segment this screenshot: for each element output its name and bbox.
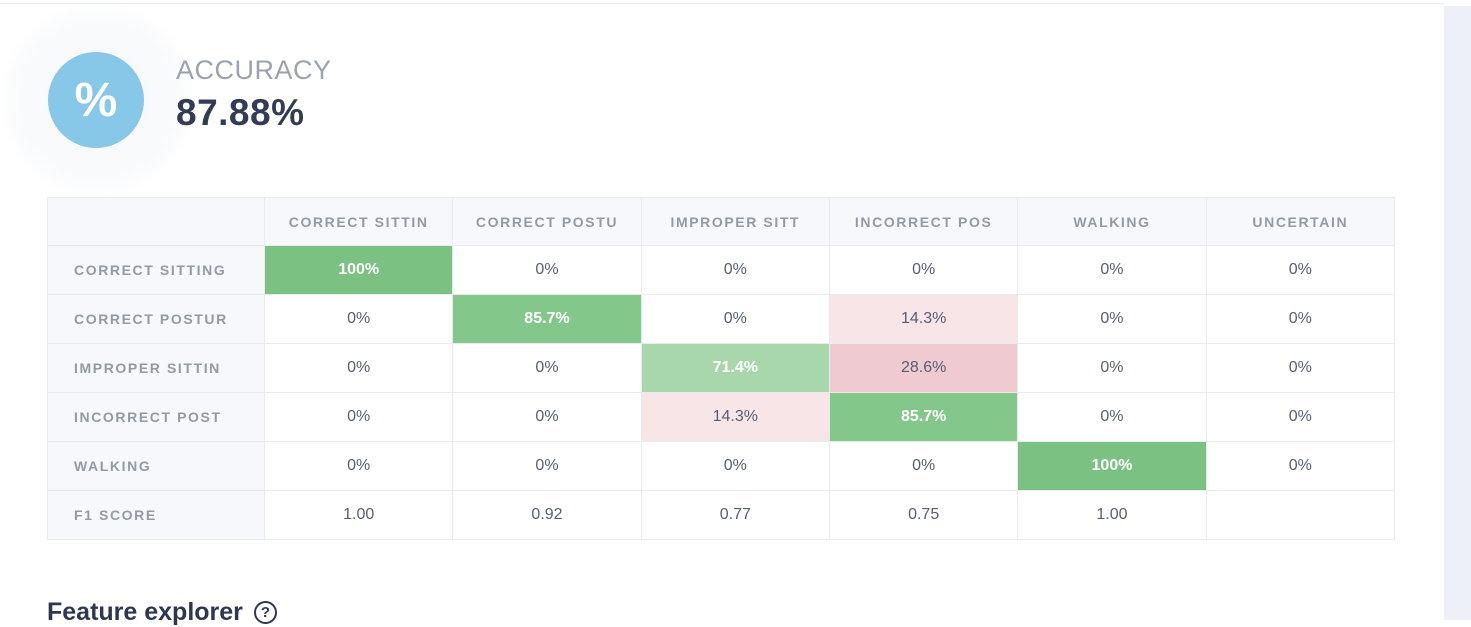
matrix-row: F1 SCORE 1.00 0.92 0.77 0.75 1.00 <box>47 490 1396 540</box>
confusion-matrix: CORRECT SITTIN CORRECT POSTU IMPROPER SITT… <box>47 197 1396 540</box>
matrix-row: WALKING 0% 0% 0% 0% 100% 0% <box>47 441 1396 491</box>
matrix-cell: 0% <box>1205 343 1396 393</box>
matrix-row-header: WALKING <box>47 441 265 491</box>
help-icon-glyph: ? <box>260 604 270 621</box>
matrix-cell: 14.3% <box>640 392 830 442</box>
matrix-cell: 100% <box>263 245 454 295</box>
matrix-row-header: F1 SCORE <box>47 490 265 540</box>
page-right-gutter <box>1444 6 1471 620</box>
matrix-cell: 0% <box>1205 294 1396 344</box>
matrix-row: INCORRECT POST 0% 0% 14.3% 85.7% 0% 0% <box>47 392 1396 442</box>
matrix-column-header: CORRECT SITTIN <box>263 197 454 246</box>
percent-icon: % <box>48 52 144 148</box>
matrix-cell: 1.00 <box>1017 490 1207 540</box>
matrix-cell: 28.6% <box>828 343 1019 393</box>
matrix-cell: 0% <box>452 392 642 442</box>
matrix-cell: 0% <box>452 441 642 491</box>
feature-explorer-title: Feature explorer <box>47 598 243 626</box>
matrix-cell: 0% <box>263 294 454 344</box>
matrix-cell: 0% <box>1017 343 1207 393</box>
matrix-column-header: IMPROPER SITT <box>640 197 830 246</box>
matrix-cell: 0% <box>1017 294 1207 344</box>
matrix-cell: 14.3% <box>828 294 1019 344</box>
matrix-cell: 85.7% <box>828 392 1019 442</box>
matrix-row: CORRECT POSTUR 0% 85.7% 0% 14.3% 0% 0% <box>47 294 1396 344</box>
feature-explorer-heading: Feature explorer ? <box>47 598 277 627</box>
matrix-row-header: CORRECT SITTING <box>47 245 265 295</box>
matrix-cell: 0% <box>1205 441 1396 491</box>
matrix-cell: 0% <box>452 245 642 295</box>
matrix-row: CORRECT SITTING 100% 0% 0% 0% 0% 0% <box>47 245 1396 295</box>
matrix-cell: 0% <box>640 245 830 295</box>
matrix-header: CORRECT SITTIN CORRECT POSTU IMPROPER SITT… <box>47 197 1396 246</box>
matrix-cell: 0% <box>828 245 1019 295</box>
matrix-row-header: CORRECT POSTUR <box>47 294 265 344</box>
help-icon[interactable]: ? <box>253 601 277 624</box>
matrix-cell: 0% <box>1017 392 1207 442</box>
matrix-cell: 0% <box>640 441 830 491</box>
matrix-cell <box>1205 490 1396 540</box>
matrix-header-row: CORRECT SITTIN CORRECT POSTU IMPROPER SITT… <box>47 197 1396 246</box>
matrix-cell: 0% <box>1017 245 1207 295</box>
matrix-row-header: IMPROPER SITTIN <box>47 343 265 393</box>
top-divider <box>0 3 1444 4</box>
matrix-cell: 71.4% <box>640 343 830 393</box>
matrix-cell: 85.7% <box>452 294 642 344</box>
accuracy-value: 87.88% <box>176 92 305 133</box>
matrix-cell: 0.77 <box>640 490 830 540</box>
matrix-cell: 1.00 <box>263 490 454 540</box>
accuracy-label: ACCURACY <box>176 55 332 85</box>
matrix-column-header: WALKING <box>1017 197 1207 246</box>
matrix-column-header: CORRECT POSTU <box>452 197 642 246</box>
matrix-cell: 0% <box>828 441 1019 491</box>
matrix-cell: 0.92 <box>452 490 642 540</box>
accuracy-panel: % ACCURACY 87.88% <box>0 2 332 197</box>
matrix-cell: 0% <box>263 441 454 491</box>
matrix-cell: 0% <box>640 294 830 344</box>
matrix-cell: 0% <box>452 343 642 393</box>
matrix-column-header: UNCERTAIN <box>1205 197 1396 246</box>
matrix-cell: 100% <box>1017 441 1207 491</box>
matrix-cell: 0.75 <box>828 490 1019 540</box>
matrix-corner-cell <box>47 197 265 246</box>
matrix-cell: 0% <box>1205 392 1396 442</box>
accuracy-text: ACCURACY 87.88% <box>176 52 332 134</box>
percent-icon-glyph: % <box>74 73 118 127</box>
matrix-cell: 0% <box>263 392 454 442</box>
matrix-row-header: INCORRECT POST <box>47 392 265 442</box>
matrix-body: CORRECT SITTING 100% 0% 0% 0% 0% 0% CORRECT POS… <box>47 245 1396 540</box>
matrix-column-header: INCORRECT POS <box>828 197 1019 246</box>
matrix-cell: 0% <box>1205 245 1396 295</box>
matrix-cell: 0% <box>263 343 454 393</box>
matrix-row: IMPROPER SITTIN 0% 0% 71.4% 28.6% 0% 0% <box>47 343 1396 393</box>
